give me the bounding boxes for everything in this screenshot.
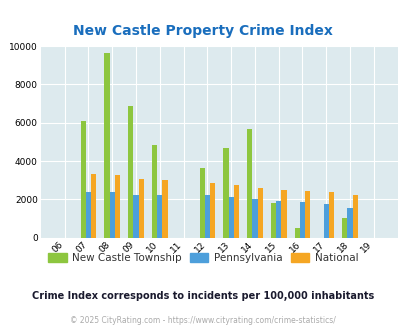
Bar [115,176,120,238]
Bar [281,190,286,238]
Bar [85,192,91,238]
Bar [209,183,215,238]
Bar [328,192,333,238]
Bar [223,148,228,238]
Bar [162,180,167,238]
Bar [299,202,304,238]
Text: New Castle Property Crime Index: New Castle Property Crime Index [73,24,332,38]
Bar [323,204,328,238]
Bar [104,53,109,238]
Bar [157,195,162,238]
Bar [304,191,309,238]
Bar [270,203,275,238]
Bar [138,179,143,238]
Bar [81,121,85,238]
Text: Crime Index corresponds to incidents per 100,000 inhabitants: Crime Index corresponds to incidents per… [32,291,373,301]
Legend: New Castle Township, Pennsylvania, National: New Castle Township, Pennsylvania, Natio… [43,248,362,267]
Bar [347,208,352,238]
Bar [228,197,233,238]
Bar [151,145,157,238]
Bar [91,175,96,238]
Bar [199,168,204,238]
Bar [247,128,252,238]
Bar [294,228,299,238]
Bar [233,185,239,238]
Bar [109,192,115,238]
Bar [252,199,257,238]
Text: © 2025 CityRating.com - https://www.cityrating.com/crime-statistics/: © 2025 CityRating.com - https://www.city… [70,316,335,325]
Bar [341,217,347,238]
Bar [128,106,133,238]
Bar [257,188,262,238]
Bar [204,195,209,238]
Bar [352,195,357,238]
Bar [275,201,281,238]
Bar [133,195,138,238]
